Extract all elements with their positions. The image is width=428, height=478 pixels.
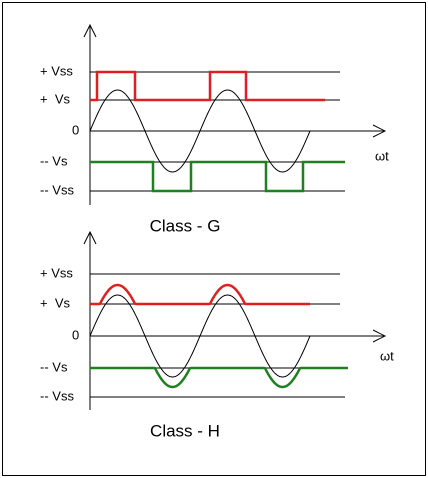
level-label: + Vs	[40, 295, 70, 310]
level-label: + Vs	[40, 91, 70, 106]
negative-rail	[90, 160, 345, 193]
x-axis-label: ωt	[375, 148, 389, 163]
negative-rail	[90, 366, 348, 389]
level-label: 0	[72, 327, 79, 342]
diagram-title: Class - G	[150, 216, 221, 235]
x-arrow	[372, 124, 387, 138]
y-arrow	[83, 230, 97, 245]
diagram-title: Class - H	[150, 421, 220, 440]
level-label: -- Vs	[40, 359, 68, 374]
signal	[89, 89, 311, 173]
level-label: -- Vss	[40, 182, 74, 197]
level-label: -- Vss	[40, 388, 74, 403]
level-label: + Vss	[40, 63, 73, 78]
positive-rail	[90, 70, 325, 102]
x-axis-label: ωt	[380, 348, 394, 363]
signal	[89, 294, 311, 378]
x-arrow	[372, 329, 387, 343]
level-label: + Vss	[40, 265, 73, 280]
y-arrow	[83, 23, 97, 38]
level-label: -- Vs	[40, 153, 68, 168]
level-label: 0	[72, 122, 79, 137]
positive-rail	[90, 283, 310, 306]
